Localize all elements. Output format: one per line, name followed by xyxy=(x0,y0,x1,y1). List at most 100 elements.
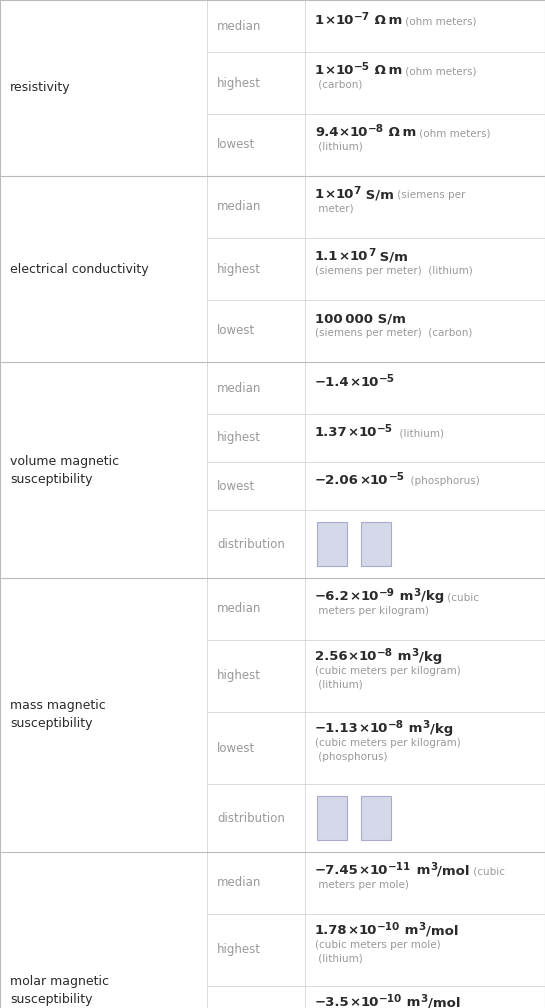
Text: −8: −8 xyxy=(377,648,393,658)
Text: ×: × xyxy=(324,14,335,27)
Text: 10: 10 xyxy=(370,864,388,877)
Text: /kg: /kg xyxy=(419,650,442,663)
Text: −5: −5 xyxy=(354,61,370,72)
Text: (lithium): (lithium) xyxy=(315,142,363,152)
Text: (phosphorus): (phosphorus) xyxy=(404,476,480,486)
Text: (siemens per meter)  (lithium): (siemens per meter) (lithium) xyxy=(315,266,473,276)
Text: m: m xyxy=(395,591,413,603)
Text: −1.4: −1.4 xyxy=(315,376,350,389)
Text: −6.2: −6.2 xyxy=(315,591,350,603)
Text: lowest: lowest xyxy=(217,325,255,338)
Text: 10: 10 xyxy=(335,188,354,202)
Text: Ω m: Ω m xyxy=(370,65,402,78)
Text: 10: 10 xyxy=(370,723,388,736)
Text: −5: −5 xyxy=(377,423,393,433)
Text: ×: × xyxy=(324,65,335,78)
Text: lowest: lowest xyxy=(217,138,255,151)
Text: resistivity: resistivity xyxy=(10,82,71,95)
Text: ×: × xyxy=(350,376,361,389)
Text: 100 000 S/m: 100 000 S/m xyxy=(315,312,406,326)
Text: ×: × xyxy=(338,126,350,139)
Text: (cubic: (cubic xyxy=(470,866,505,876)
Text: −7.45: −7.45 xyxy=(315,864,359,877)
Text: ×: × xyxy=(338,250,349,263)
Text: /mol: /mol xyxy=(428,997,461,1008)
Text: 10: 10 xyxy=(361,591,379,603)
Text: 3: 3 xyxy=(430,862,437,872)
Text: Ω m: Ω m xyxy=(384,126,416,139)
Text: (lithium): (lithium) xyxy=(393,428,444,438)
Text: 10: 10 xyxy=(349,250,368,263)
Text: 3: 3 xyxy=(421,994,428,1004)
Text: Ω m: Ω m xyxy=(370,14,402,27)
Text: meters per mole): meters per mole) xyxy=(315,880,409,890)
Text: 3: 3 xyxy=(413,588,421,598)
Text: distribution: distribution xyxy=(217,811,285,825)
Text: m: m xyxy=(401,924,419,937)
Text: ×: × xyxy=(350,997,361,1008)
Text: 3: 3 xyxy=(411,648,419,658)
Text: (siemens per meter)  (carbon): (siemens per meter) (carbon) xyxy=(315,328,473,338)
Text: ×: × xyxy=(348,426,359,439)
Text: (cubic meters per mole): (cubic meters per mole) xyxy=(315,940,440,950)
Text: 3: 3 xyxy=(422,720,430,730)
Text: 10: 10 xyxy=(335,65,354,78)
Text: 10: 10 xyxy=(359,924,377,937)
Text: molar magnetic
susceptibility: molar magnetic susceptibility xyxy=(10,976,109,1007)
Text: (carbon): (carbon) xyxy=(315,80,362,90)
Text: 3: 3 xyxy=(419,922,426,932)
Text: ×: × xyxy=(348,924,359,937)
Text: −11: −11 xyxy=(388,862,411,872)
Text: ×: × xyxy=(359,864,370,877)
Text: median: median xyxy=(217,877,262,889)
Text: 1: 1 xyxy=(315,65,324,78)
Text: ×: × xyxy=(359,723,370,736)
Text: −3.5: −3.5 xyxy=(315,997,350,1008)
Bar xyxy=(317,796,347,840)
Text: (lithium): (lithium) xyxy=(315,954,363,964)
Text: 10: 10 xyxy=(370,474,389,487)
Text: 10: 10 xyxy=(350,126,368,139)
Text: 7: 7 xyxy=(368,248,376,258)
Text: 10: 10 xyxy=(361,997,379,1008)
Text: −8: −8 xyxy=(368,124,384,134)
Text: distribution: distribution xyxy=(217,537,285,550)
Text: −5: −5 xyxy=(379,374,395,383)
Text: (cubic meters per kilogram): (cubic meters per kilogram) xyxy=(315,666,461,676)
Text: highest: highest xyxy=(217,431,261,445)
Text: median: median xyxy=(217,201,262,214)
Text: volume magnetic
susceptibility: volume magnetic susceptibility xyxy=(10,455,119,486)
Text: highest: highest xyxy=(217,77,261,90)
Bar xyxy=(317,522,347,566)
Text: m: m xyxy=(402,997,421,1008)
Text: (siemens per: (siemens per xyxy=(394,191,465,201)
Text: ×: × xyxy=(348,650,359,663)
Text: −5: −5 xyxy=(389,472,404,482)
Text: ×: × xyxy=(324,188,335,202)
Text: ×: × xyxy=(359,474,370,487)
Text: (cubic meters per kilogram): (cubic meters per kilogram) xyxy=(315,738,461,748)
Text: lowest: lowest xyxy=(217,480,255,493)
Text: mass magnetic
susceptibility: mass magnetic susceptibility xyxy=(10,700,106,731)
Text: 10: 10 xyxy=(359,650,377,663)
Text: 1: 1 xyxy=(315,14,324,27)
Text: 1.1: 1.1 xyxy=(315,250,338,263)
Text: 7: 7 xyxy=(354,185,361,196)
Text: median: median xyxy=(217,381,262,394)
Text: highest: highest xyxy=(217,669,261,682)
Bar xyxy=(361,522,391,566)
Text: highest: highest xyxy=(217,262,261,275)
Text: −2.06: −2.06 xyxy=(315,474,359,487)
Text: (ohm meters): (ohm meters) xyxy=(402,67,476,77)
Text: S/m: S/m xyxy=(376,250,408,263)
Text: (phosphorus): (phosphorus) xyxy=(315,752,387,761)
Text: m: m xyxy=(393,650,411,663)
Bar xyxy=(361,796,391,840)
Text: −10: −10 xyxy=(377,922,401,932)
Text: meter): meter) xyxy=(315,204,354,214)
Text: /mol: /mol xyxy=(426,924,458,937)
Text: ×: × xyxy=(350,591,361,603)
Text: 1: 1 xyxy=(315,188,324,202)
Text: 1.37: 1.37 xyxy=(315,426,348,439)
Text: −8: −8 xyxy=(388,720,404,730)
